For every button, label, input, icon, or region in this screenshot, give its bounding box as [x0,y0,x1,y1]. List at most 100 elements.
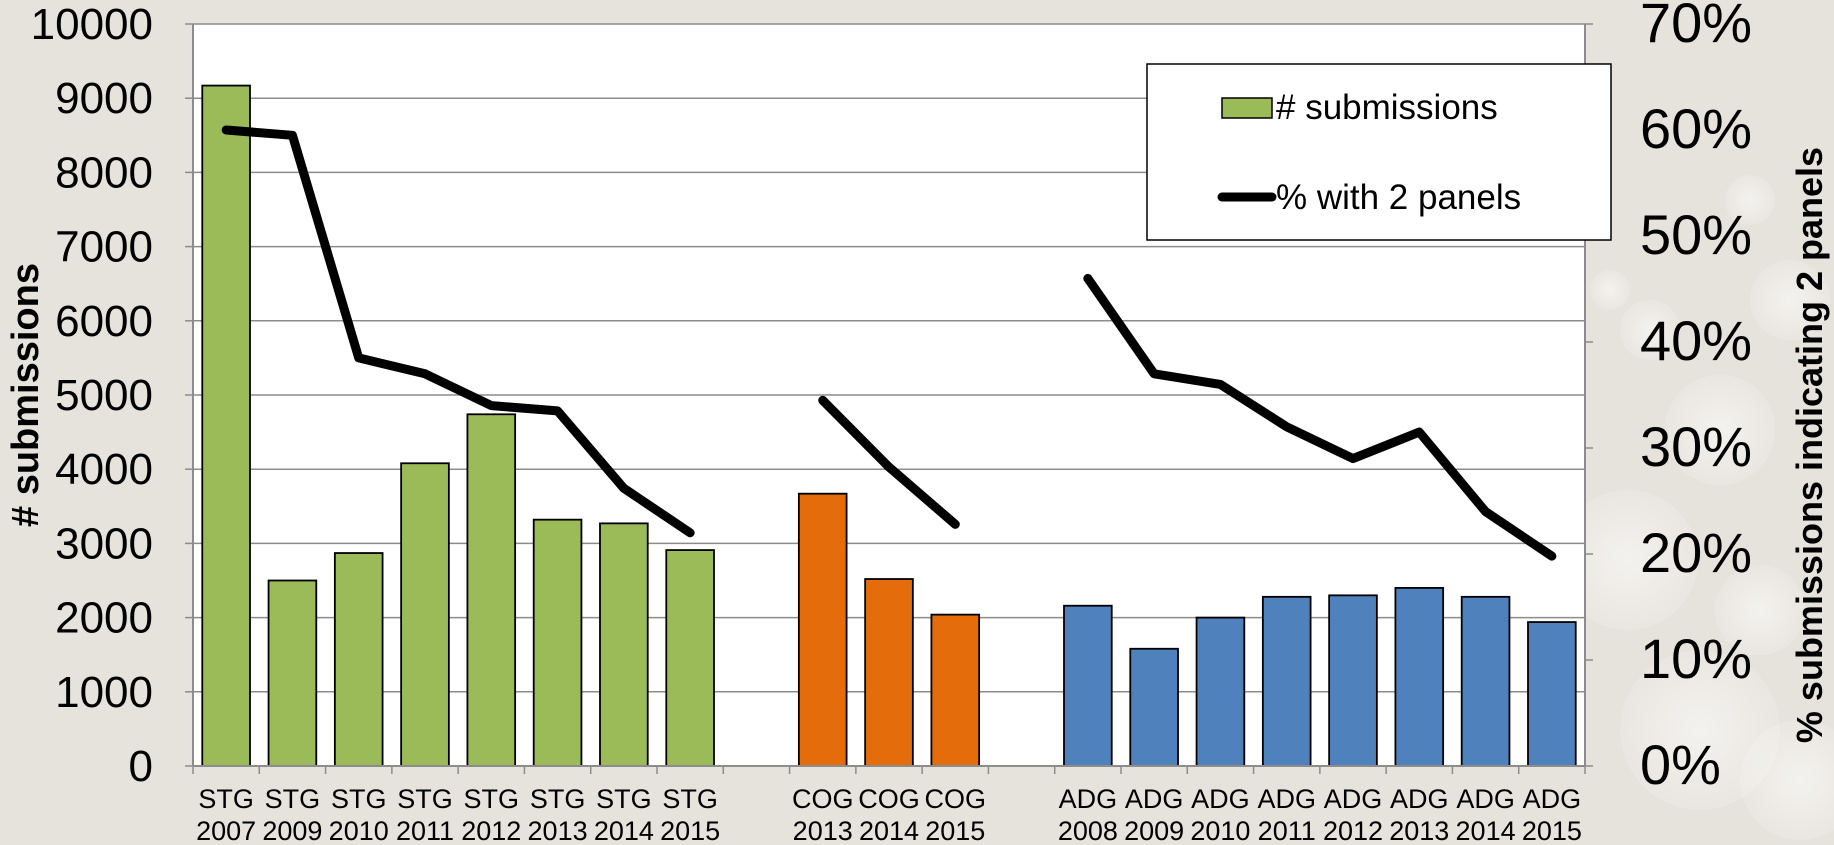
x-tick-label: ADG [1191,784,1250,814]
bokeh-circle [1620,650,1780,810]
bar [864,578,914,767]
x-tick-label: 2007 [196,816,256,845]
bar [466,413,517,767]
bokeh-circle [1590,270,1630,310]
pct-line [1083,273,1557,561]
bar [1527,621,1577,767]
y2-tick-label: 10% [1640,627,1752,690]
x-tick-label: 2010 [329,816,389,845]
x-tick-label: COG [858,784,920,814]
x-tick-label: STG [198,784,254,814]
x-axis-ticks: STG2007STG2009STG2010STG2011STG2012STG20… [192,766,1586,845]
bar [1261,595,1312,767]
y-tick-label: 8000 [55,148,153,197]
x-tick-label: STG [331,784,387,814]
x-tick-label: 2009 [262,816,322,845]
y-tick-label: 3000 [55,519,153,568]
bar [400,462,450,767]
x-tick-label: ADG [1523,784,1582,814]
x-tick-label: 2012 [1323,816,1383,845]
legend-label: # submissions [1276,88,1498,127]
x-tick-label: STG [265,784,321,814]
x-tick-label: COG [792,784,854,814]
legend-label: % with 2 panels [1276,178,1521,217]
y-tick-label: 5000 [55,371,153,420]
y2-tick-label: 40% [1640,309,1752,372]
y2-tick-label: 50% [1640,203,1752,266]
bar [930,613,981,767]
bar [1063,604,1113,767]
x-tick-label: 2010 [1190,816,1250,845]
left-axis-ticks: 0 1000 2000 3000 4000 5000 6000 7000 8000 9000 100… [31,0,193,791]
bar [267,579,318,767]
x-tick-label: 2015 [925,816,985,845]
y-tick-label: 0 [129,742,153,791]
y-tick-label: 1000 [55,668,153,717]
bar [797,492,848,767]
x-tick-label: 2009 [1124,816,1184,845]
x-tick-label: 2014 [594,816,654,845]
bokeh-circle [1750,260,1830,340]
bar [665,549,715,767]
x-tick-label: 2011 [396,816,454,845]
bokeh-circle [1558,490,1698,630]
x-tick-label: ADG [1324,784,1383,814]
pct-lines [221,125,1557,561]
x-tick-label: ADG [1456,784,1515,814]
x-tick-label: ADG [1059,784,1118,814]
bokeh-circle [1665,375,1775,485]
y2-tick-label: 0% [1640,733,1721,796]
x-tick-label: ADG [1257,784,1316,814]
y-tick-label: 2000 [55,594,153,643]
legend-box [1146,63,1612,241]
y-tick-label: 6000 [55,297,153,346]
x-tick-label: ADG [1390,784,1449,814]
x-tick-label: STG [464,784,520,814]
pct-line [221,125,695,538]
bar [333,552,384,767]
y-tick-label: 9000 [55,74,153,123]
y2-tick-label: 60% [1640,97,1752,160]
x-tick-label: 2008 [1058,816,1118,845]
y2-axis-label: % submissions indicating 2 panels [1789,147,1830,743]
bar [532,518,583,767]
x-tick-label: COG [925,784,987,814]
bar [1328,594,1378,767]
x-tick-label: 2011 [1258,816,1316,845]
bokeh-circle [1725,175,1775,225]
legend: # submissions % with 2 panels [1146,63,1612,241]
bar [1394,587,1445,767]
x-tick-label: STG [530,784,586,814]
y2-tick-label: 70% [1640,0,1752,54]
bar [1460,595,1511,767]
x-tick-label: ADG [1125,784,1184,814]
bar [201,84,251,767]
x-tick-label: 2012 [461,816,521,845]
y-axis-label: # submissions [5,263,47,527]
x-tick-label: STG [397,784,453,814]
background-bokeh-decoration [1558,175,1834,840]
legend-bar-swatch [1221,97,1273,119]
y-tick-label: 7000 [55,223,153,272]
x-tick-label: 2013 [793,816,853,845]
bars [201,84,1577,767]
x-tick-label: 2013 [1389,816,1449,845]
bokeh-circle [1740,720,1834,840]
bar [1129,647,1179,767]
x-tick-label: STG [662,784,718,814]
bar [1195,616,1246,767]
x-tick-label: 2015 [1522,816,1582,845]
y2-tick-label: 20% [1640,521,1752,584]
x-tick-label: 2014 [1456,816,1516,845]
y-tick-label: 4000 [55,445,153,494]
x-tick-label: 2014 [859,816,919,845]
bar [599,522,649,767]
bokeh-circle [1620,300,1680,360]
x-tick-label: 2015 [660,816,720,845]
y-tick-label: 10000 [31,0,153,49]
bokeh-circle [1715,565,1805,655]
y2-tick-label: 30% [1640,415,1752,478]
pct-line [818,395,960,529]
